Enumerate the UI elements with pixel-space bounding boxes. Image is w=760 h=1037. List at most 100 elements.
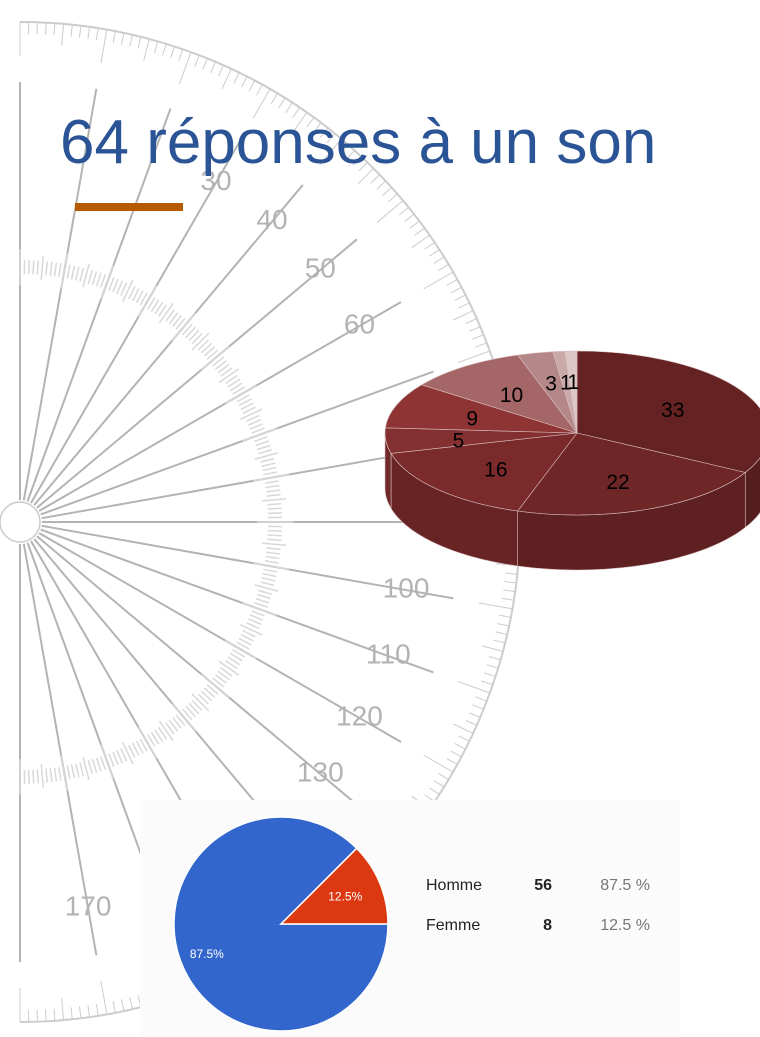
protractor-inner-tick — [238, 398, 252, 407]
protractor-tick — [453, 310, 474, 321]
protractor-inner-tick — [158, 727, 168, 740]
protractor-inner-tick — [112, 751, 119, 766]
protractor-inner-tick — [100, 274, 107, 288]
protractor-inner-tick — [40, 764, 45, 789]
protractor-tick — [478, 602, 513, 610]
protractor-inner-tick — [247, 418, 262, 426]
pie3d-label: 3 — [545, 372, 557, 395]
protractor-inner-tick — [267, 538, 282, 542]
protractor-tick — [154, 41, 159, 54]
protractor-tick — [423, 754, 454, 773]
protractor-inner-tick — [197, 693, 209, 705]
protractor-ray — [40, 370, 434, 516]
protractor-tick — [438, 772, 449, 780]
protractor-tick — [210, 61, 216, 73]
protractor-tick — [218, 65, 224, 77]
protractor-inner-tick — [87, 269, 93, 284]
protractor-inner-tick — [262, 466, 277, 472]
protractor-inner-tick — [254, 435, 268, 442]
protractor-inner-tick — [128, 744, 136, 758]
legend-count: 8 — [543, 917, 552, 934]
protractor-inner-tick — [182, 323, 193, 336]
protractor-inner-tick — [265, 484, 280, 489]
protractor-inner-tick — [45, 261, 49, 276]
protractor-tick — [95, 28, 99, 41]
protractor-label: 30 — [200, 165, 231, 196]
protractor-label: 120 — [336, 700, 383, 731]
protractor-inner-tick — [266, 493, 281, 497]
protractor-inner-tick — [229, 652, 243, 662]
protractor-inner-tick — [242, 602, 277, 617]
protractor-tick — [194, 55, 200, 67]
protractor-tick — [233, 72, 240, 84]
protractor-inner-tick — [220, 667, 233, 677]
protractor-inner-tick — [168, 312, 179, 325]
protractor-tick — [100, 980, 108, 1015]
protractor-tick — [358, 161, 368, 172]
protractor-tick — [370, 174, 381, 184]
protractor-tick — [446, 758, 458, 765]
slide-title: 64 réponses à un son — [60, 108, 656, 177]
protractor-inner-tick — [255, 440, 270, 447]
protractor-tick — [411, 234, 430, 249]
protractor-tick — [501, 597, 514, 601]
protractor-tick — [357, 168, 374, 185]
pie-3d: 33 22 16 59 10 3 11 — [384, 350, 760, 571]
protractor-tick — [446, 279, 458, 286]
protractor-tick — [450, 750, 462, 758]
protractor-inner-tick — [246, 622, 260, 630]
protractor-tick — [428, 249, 440, 257]
pie3d-label: 5 — [453, 430, 465, 453]
protractor-inner-tick — [214, 360, 227, 370]
protractor-inner-tick — [182, 708, 193, 721]
protractor-tick — [87, 1005, 91, 1018]
protractor-tick — [503, 589, 516, 593]
protractor-inner-tick — [224, 639, 257, 660]
protractor-inner-tick — [265, 555, 280, 560]
protractor-tick — [61, 998, 65, 1021]
protractor-inner-tick — [239, 408, 263, 420]
protractor-inner-tick — [191, 333, 203, 345]
protractor-tick — [454, 743, 466, 750]
protractor-tick — [178, 49, 184, 61]
protractor-inner-tick — [232, 386, 245, 395]
pie3d-label: 22 — [606, 471, 629, 494]
pie3d-slice — [385, 384, 578, 434]
protractor-inner-tick — [242, 630, 256, 638]
protractor-tick — [313, 122, 322, 133]
protractor-inner-tick — [32, 260, 35, 275]
protractor-inner-tick — [264, 560, 279, 564]
protractor-inner-tick — [53, 767, 58, 782]
protractor-tick — [53, 23, 56, 36]
protractor-inner-tick — [95, 272, 102, 287]
protractor-inner-tick — [82, 756, 90, 781]
protractor-tick — [376, 200, 404, 223]
pie3d-slice — [390, 432, 578, 512]
protractor-inner-tick — [95, 757, 102, 772]
protractor-tick — [504, 580, 517, 584]
protractor-ray — [40, 528, 434, 674]
protractor-inner-tick — [154, 301, 164, 315]
pie3d-slice — [517, 432, 746, 516]
protractor-inner-tick — [100, 756, 107, 770]
protractor-inner-tick — [212, 356, 225, 367]
protractor-inner-tick — [49, 261, 53, 276]
protractor-tick — [270, 93, 278, 104]
protractor-ray — [38, 532, 402, 743]
protractor-inner-tick — [247, 618, 262, 626]
protractor-inner-tick — [91, 758, 98, 773]
protractor-tick — [306, 117, 315, 128]
legend-percent: 12.5 % — [600, 917, 650, 934]
protractor-inner-tick — [224, 384, 257, 405]
protractor-inner-tick — [147, 734, 156, 747]
protractor-tick — [278, 97, 286, 109]
protractor-inner-tick — [242, 406, 256, 414]
protractor-inner-tick — [240, 633, 254, 642]
protractor-inner-tick — [214, 674, 227, 684]
protractor-tick — [465, 720, 477, 726]
protractor-inner-tick — [108, 753, 115, 767]
protractor-tick — [488, 656, 501, 661]
protractor-inner-tick — [206, 349, 219, 360]
protractor-inner-tick — [158, 302, 174, 324]
protractor-tick — [178, 51, 192, 85]
